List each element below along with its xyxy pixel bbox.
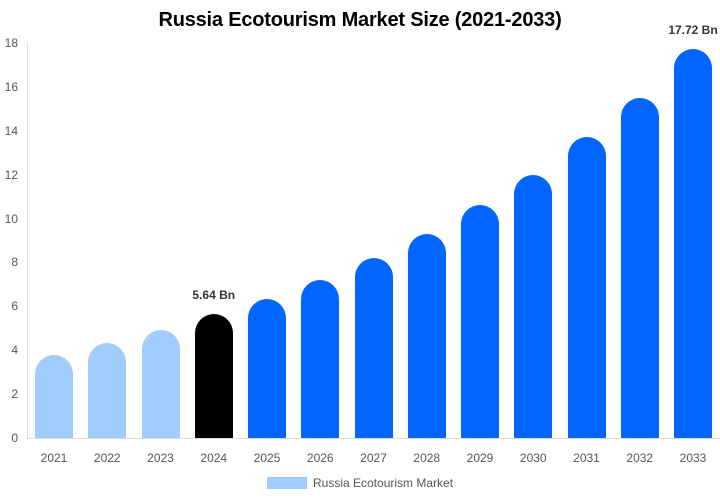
chart-title: Russia Ecotourism Market Size (2021-2033… — [158, 9, 562, 31]
y-tick-label: 12 — [4, 167, 18, 182]
bar-2025[interactable] — [248, 298, 286, 438]
bar-2026[interactable] — [301, 280, 340, 438]
x-tick-label: 2024 — [200, 451, 228, 465]
bar-2024[interactable] — [194, 314, 233, 438]
x-axis-line — [27, 438, 720, 439]
bar-2021[interactable] — [35, 355, 73, 438]
bar-2030[interactable] — [514, 174, 553, 438]
y-tick-label: 0 — [11, 431, 18, 445]
x-tick-label: 2021 — [40, 451, 68, 465]
value-label-2033: 17.72 Bn — [668, 23, 718, 38]
bar-2023[interactable] — [141, 330, 180, 438]
legend[interactable]: Russia Ecotourism Market — [267, 476, 453, 490]
x-tick-label: 2025 — [253, 451, 281, 465]
legend-label: Russia Ecotourism Market — [313, 476, 454, 490]
bar-2022[interactable] — [88, 342, 127, 438]
value-label-2024: 5.64 Bn — [192, 288, 236, 303]
y-tick-label: 2 — [11, 387, 18, 402]
y-tick-label: 4 — [11, 343, 18, 358]
x-tick-label: 2033 — [679, 451, 707, 465]
x-tick-label: 2026 — [306, 451, 334, 465]
y-tick-label: 10 — [4, 211, 18, 226]
y-tick-label: 16 — [4, 79, 18, 94]
x-tick-label: 2022 — [93, 451, 121, 465]
x-tick-label: 2030 — [519, 451, 547, 465]
y-tick-label: 18 — [4, 36, 18, 50]
bar-2031[interactable] — [567, 137, 606, 438]
x-tick-label: 2031 — [573, 451, 600, 465]
legend-swatch — [267, 477, 307, 489]
y-tick-label: 6 — [11, 299, 18, 314]
y-tick-label: 14 — [4, 123, 18, 138]
x-tick-label: 2028 — [413, 451, 441, 465]
bar-2032[interactable] — [620, 97, 659, 438]
x-tick-label: 2032 — [626, 451, 654, 465]
x-tick-label: 2029 — [466, 451, 494, 465]
y-axis-line — [27, 43, 28, 439]
bar-2027[interactable] — [354, 258, 393, 438]
bar-2029[interactable] — [461, 205, 499, 438]
x-tick-label: 2027 — [360, 451, 387, 465]
y-tick-label: 8 — [11, 255, 18, 270]
x-tick-label: 2023 — [147, 451, 174, 465]
bar-2028[interactable] — [407, 233, 446, 438]
bar-2033[interactable] — [674, 49, 712, 438]
